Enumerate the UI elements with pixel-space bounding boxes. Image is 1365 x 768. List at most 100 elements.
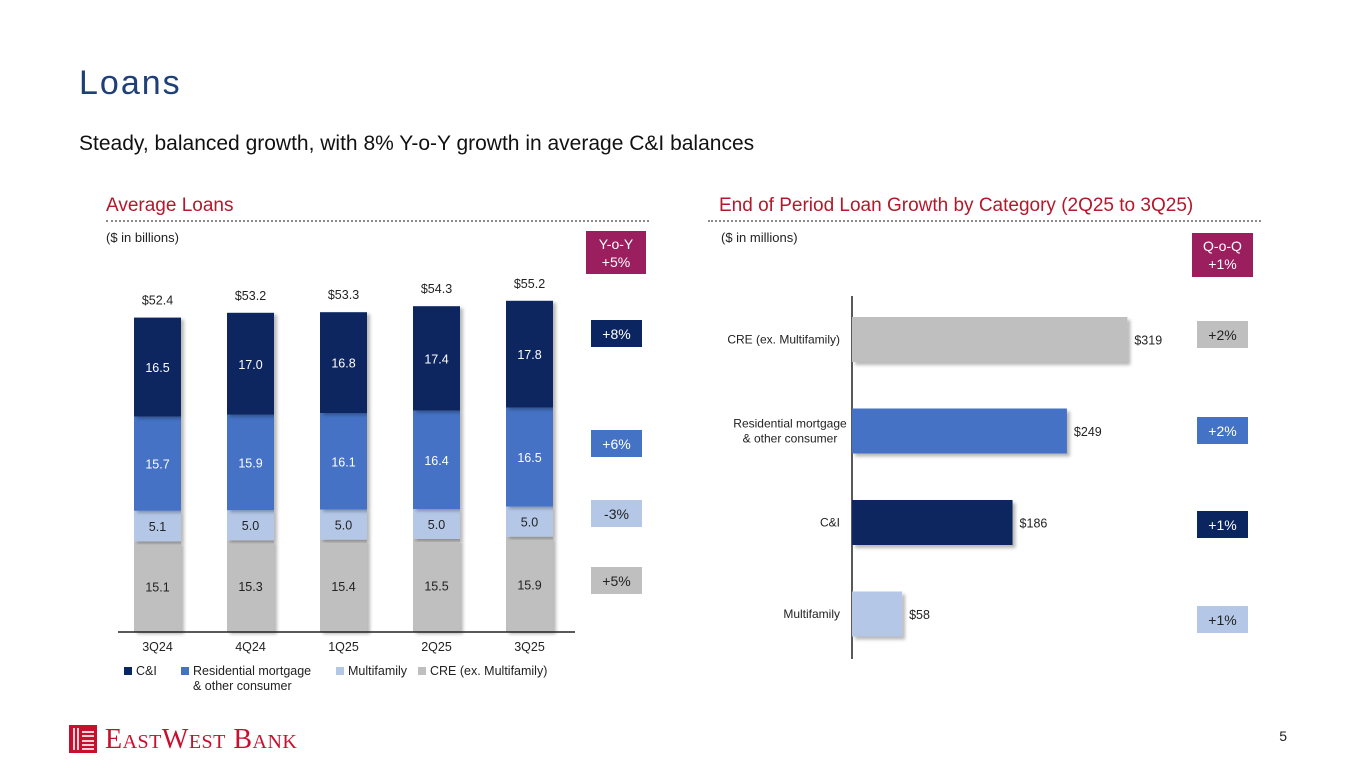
segment-label-cre-ex-multifamily-1q25: 15.4 — [331, 580, 355, 594]
legend-swatch-cre — [418, 667, 426, 675]
bar-segment-c-i-2q25 — [413, 306, 460, 411]
total-label-3q25: $55.2 — [514, 277, 545, 291]
total-label-4q24: $53.2 — [235, 289, 266, 303]
x-tick-label-2q25: 2Q25 — [421, 640, 452, 654]
segment-label-c-i-4q24: 17.0 — [238, 358, 262, 372]
bar-segment-residential-mortgage-other-consumer-1q25 — [320, 413, 367, 510]
segment-label-cre-ex-multifamily-4q24: 15.3 — [238, 580, 262, 594]
value-label-c-i: $186 — [1020, 517, 1048, 531]
bar-segment-multifamily-3q25 — [506, 506, 553, 537]
legend-item-cre: CRE (ex. Multifamily) — [418, 664, 547, 678]
segment-label-residential-mortgage-other-consumer-3q25: 16.5 — [517, 451, 541, 465]
qoq-badge-ci: +1% — [1197, 511, 1248, 538]
bar-segment-c-i-4q24 — [227, 312, 274, 415]
loan-growth-chart: $319 CRE (ex. Multifamily) $249 Residential… — [727, 296, 1162, 659]
bar-segment-cre-ex-multifamily-2q25 — [413, 539, 460, 632]
segment-label-multifamily-1q25: 5.0 — [335, 519, 352, 533]
page-number: 5 — [1279, 728, 1287, 744]
bar-segment-cre-ex-multifamily-3q25 — [506, 536, 553, 632]
value-label-residential-mortgage-other-consumer: $249 — [1074, 425, 1102, 439]
yoy-badge-residential: +6% — [591, 430, 642, 457]
legend-label-ci: C&I — [136, 664, 157, 678]
bar-segment-cre-ex-multifamily-3q24 — [134, 541, 181, 632]
segment-label-residential-mortgage-other-consumer-1q25: 16.1 — [331, 455, 355, 469]
category-label-c-i: C&I — [820, 516, 840, 530]
legend-item-residential: Residential mortgage & other consumer — [181, 664, 311, 694]
left-section-divider — [106, 220, 649, 222]
bar-segment-cre-ex-multifamily-4q24 — [227, 540, 274, 632]
total-label-2q25: $54.3 — [421, 282, 452, 296]
segment-label-c-i-3q24: 16.5 — [145, 361, 169, 375]
value-label-multifamily: $58 — [909, 608, 930, 622]
category-label-multifamily: Multifamily — [783, 607, 840, 621]
qoq-header-value: +1% — [1208, 256, 1237, 272]
hbar-cre-ex-multifamily — [852, 317, 1128, 362]
legend-swatch-residential — [181, 667, 189, 675]
legend-swatch-multifamily — [336, 667, 344, 675]
yoy-header-badge: Y-o-Y +5% — [586, 231, 646, 274]
x-tick-label-4q24: 4Q24 — [235, 640, 266, 654]
qoq-badge-multifamily: +1% — [1197, 606, 1248, 633]
legend-label-residential: Residential mortgage — [193, 664, 312, 678]
total-label-1q25: $53.3 — [328, 288, 359, 302]
segment-label-cre-ex-multifamily-3q24: 15.1 — [145, 581, 169, 595]
yoy-header-label: Y-o-Y — [598, 235, 634, 252]
qoq-badge-residential: +2% — [1197, 417, 1248, 444]
yoy-badge-ci: +8% — [591, 320, 642, 347]
bar-segment-c-i-1q25 — [320, 312, 367, 413]
bar-segment-multifamily-3q24 — [134, 510, 181, 542]
hbar-c-i — [852, 500, 1013, 545]
x-tick-label-1q25: 1Q25 — [328, 640, 359, 654]
bar-segment-multifamily-4q24 — [227, 510, 274, 541]
bar-segment-residential-mortgage-other-consumer-4q24 — [227, 414, 274, 511]
segment-label-multifamily-3q25: 5.0 — [521, 516, 538, 530]
category-label-residential-mortgage-other-consumer-line2: & other consumer — [743, 432, 838, 446]
legend-label-residential-line2: & other consumer — [193, 679, 292, 693]
qoq-badge-cre: +2% — [1197, 321, 1248, 348]
legend-swatch-ci — [124, 667, 132, 675]
right-section-divider — [708, 220, 1261, 222]
yoy-badge-cre: +5% — [591, 567, 642, 594]
left-section-title: Average Loans — [106, 195, 234, 216]
legend-item-multifamily: Multifamily — [336, 664, 407, 678]
total-label-3q24: $52.4 — [142, 294, 173, 308]
right-unit-label: ($ in millions) — [721, 230, 798, 245]
x-tick-label-3q25: 3Q25 — [514, 640, 545, 654]
average-loans-chart: 15.1 5.1 15.7 16.5 $52.4 3Q24 15.3 5.0 15.9 17.0 $… — [118, 277, 575, 654]
yoy-header-value: +5% — [601, 253, 631, 270]
segment-label-cre-ex-multifamily-2q25: 15.5 — [424, 580, 448, 594]
bar-segment-residential-mortgage-other-consumer-3q25 — [506, 407, 553, 507]
yoy-badge-multifamily: -3% — [591, 500, 642, 527]
segment-label-residential-mortgage-other-consumer-4q24: 15.9 — [238, 457, 262, 471]
segment-label-multifamily-3q24: 5.1 — [149, 520, 166, 534]
bar-segment-c-i-3q24 — [134, 317, 181, 417]
page-subtitle: Steady, balanced growth, with 8% Y-o-Y g… — [79, 132, 755, 155]
left-unit-label: ($ in billions) — [106, 230, 179, 245]
category-label-residential-mortgage-other-consumer: Residential mortgage — [733, 417, 847, 431]
bar-segment-c-i-3q25 — [506, 300, 553, 408]
bar-segment-residential-mortgage-other-consumer-3q24 — [134, 416, 181, 511]
hbar-residential-mortgage-other-consumer — [852, 408, 1067, 454]
right-section-title: End of Period Loan Growth by Category (2… — [719, 195, 1194, 216]
page-title: Loans — [79, 64, 182, 102]
segment-label-multifamily-2q25: 5.0 — [428, 518, 445, 532]
hbar-multifamily — [852, 591, 903, 637]
x-tick-label-3q24: 3Q24 — [142, 640, 173, 654]
legend-label-cre: CRE (ex. Multifamily) — [430, 664, 548, 678]
bank-logo-icon — [69, 725, 97, 753]
qoq-header-badge: Q-o-Q +1% — [1192, 233, 1253, 277]
bar-segment-multifamily-2q25 — [413, 509, 460, 539]
segment-label-multifamily-4q24: 5.0 — [242, 519, 259, 533]
legend-item-ci: C&I — [124, 664, 157, 678]
segment-label-cre-ex-multifamily-3q25: 15.9 — [517, 578, 541, 592]
segment-label-residential-mortgage-other-consumer-3q24: 15.7 — [145, 458, 169, 472]
bar-segment-cre-ex-multifamily-1q25 — [320, 539, 367, 632]
legend-label-multifamily: Multifamily — [348, 664, 408, 678]
segment-label-c-i-3q25: 17.8 — [517, 348, 541, 362]
segment-label-c-i-1q25: 16.8 — [331, 357, 355, 371]
bar-segment-residential-mortgage-other-consumer-2q25 — [413, 410, 460, 509]
category-label-cre-ex-multifamily: CRE (ex. Multifamily) — [727, 333, 840, 347]
segment-label-residential-mortgage-other-consumer-2q25: 16.4 — [424, 454, 448, 468]
bank-logo-text: EastWest Bank — [105, 724, 298, 755]
bar-segment-multifamily-1q25 — [320, 509, 367, 540]
